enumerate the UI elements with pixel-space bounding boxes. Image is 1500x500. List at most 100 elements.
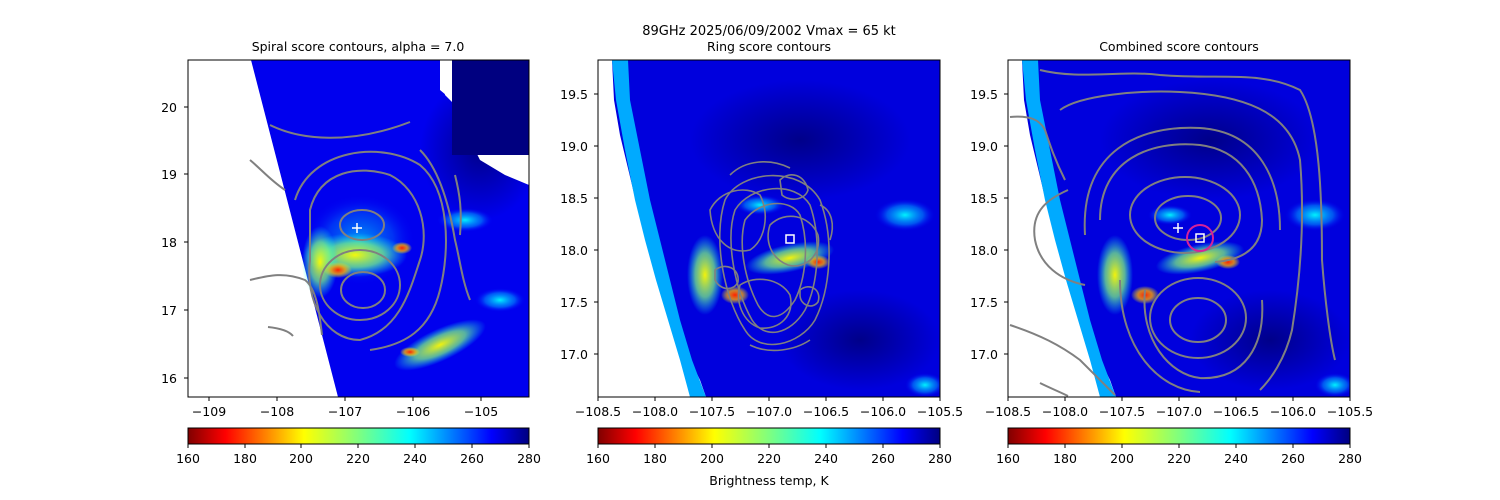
x-tick-label: −106.0 bbox=[1270, 404, 1316, 419]
x-tick-label: −108.0 bbox=[1042, 404, 1088, 419]
x-tick-label: −107 bbox=[328, 404, 362, 419]
spiral-center-plus bbox=[352, 223, 362, 233]
cyan-band bbox=[1285, 199, 1345, 231]
colorbar-gradient bbox=[187, 427, 530, 445]
x-tick-label: −105 bbox=[464, 404, 498, 419]
ring-heatmap bbox=[598, 60, 940, 397]
x-tick-label: −106.5 bbox=[803, 404, 849, 419]
x-tick-label: −106.0 bbox=[860, 404, 906, 419]
colorbar: 160 180 200 220 240 260 280 Brightness t… bbox=[586, 427, 952, 488]
x-tick-label: −109 bbox=[192, 404, 226, 419]
y-tick-label: 19.0 bbox=[970, 139, 998, 154]
x-tick-label: −108 bbox=[260, 404, 294, 419]
y-tick-label: 17.5 bbox=[970, 295, 998, 310]
panel-title: Combined score contours bbox=[1099, 39, 1259, 54]
colorbar-tick-label: 240 bbox=[1224, 451, 1248, 466]
colorbar-tick-label: 200 bbox=[700, 451, 724, 466]
colorbar-tick-label: 180 bbox=[233, 451, 257, 466]
cold-core bbox=[400, 347, 420, 357]
colorbar: 160 180 200 220 240 260 280 bbox=[176, 427, 541, 466]
colorbar-tick-label: 260 bbox=[871, 451, 895, 466]
cyan-band bbox=[905, 373, 940, 397]
x-tick-label: −107.5 bbox=[1099, 404, 1145, 419]
cyan-band bbox=[1315, 373, 1350, 397]
y-tick-label: 17.5 bbox=[560, 295, 588, 310]
cyan-band bbox=[475, 288, 525, 312]
y-tick-label: 19.0 bbox=[560, 139, 588, 154]
colorbar-gradient bbox=[597, 427, 941, 445]
cold-band bbox=[1097, 235, 1133, 315]
colorbar-tick-label: 240 bbox=[814, 451, 838, 466]
figure-suptitle: 89GHz 2025/06/09/2002 Vmax = 65 kt bbox=[642, 24, 896, 39]
y-axis-ticks: 17.0 17.5 18.0 18.5 19.0 19.5 bbox=[970, 87, 1008, 362]
colorbar-tick-label: 260 bbox=[460, 451, 484, 466]
dark-band bbox=[452, 60, 529, 155]
cold-core bbox=[324, 262, 352, 278]
x-tick-label: −108.0 bbox=[632, 404, 678, 419]
x-axis-ticks: −109 −108 −107 −106 −105 bbox=[192, 397, 498, 419]
y-tick-label: 19.5 bbox=[560, 87, 588, 102]
spiral-center-plus bbox=[1173, 223, 1183, 233]
panel-title: Spiral score contours, alpha = 7.0 bbox=[252, 39, 465, 54]
spiral-heatmap bbox=[188, 60, 529, 397]
x-tick-label: −106 bbox=[396, 404, 430, 419]
y-tick-label: 16 bbox=[161, 371, 177, 386]
y-tick-label: 18.5 bbox=[970, 191, 998, 206]
cold-core bbox=[392, 242, 412, 254]
y-tick-label: 18 bbox=[161, 235, 177, 250]
combined-heatmap bbox=[1008, 60, 1350, 397]
colorbar-tick-label: 160 bbox=[586, 451, 610, 466]
cyan-band bbox=[875, 199, 935, 231]
panel-title: Ring score contours bbox=[707, 39, 831, 54]
colorbar-tick-label: 220 bbox=[757, 451, 781, 466]
x-tick-label: −107.0 bbox=[746, 404, 792, 419]
dark-band bbox=[690, 80, 910, 200]
score-contours bbox=[709, 161, 834, 352]
score-contours bbox=[249, 121, 471, 351]
colorbar-tick-label: 180 bbox=[643, 451, 667, 466]
dark-band bbox=[1100, 80, 1320, 200]
colorbar-tick-label: 200 bbox=[289, 451, 313, 466]
colorbar-label: Brightness temp, K bbox=[709, 473, 829, 488]
cold-band bbox=[687, 235, 723, 315]
combined-panel: Combined score contours bbox=[970, 39, 1373, 466]
x-tick-label: −107.5 bbox=[689, 404, 735, 419]
missing-data-patch bbox=[440, 60, 452, 100]
x-tick-label: −105.5 bbox=[917, 404, 963, 419]
y-tick-label: 20 bbox=[161, 100, 177, 115]
colorbar-tick-label: 180 bbox=[1053, 451, 1077, 466]
x-tick-label: −108.5 bbox=[575, 404, 621, 419]
ring-center-square bbox=[785, 234, 795, 244]
spiral-panel: Spiral score contours, alpha = 7.0 bbox=[161, 39, 541, 466]
colorbar-tick-label: 260 bbox=[1281, 451, 1305, 466]
x-axis-ticks: −108.5 −108.0 −107.5 −107.0 −106.5 −106.… bbox=[985, 397, 1373, 419]
x-tick-label: −106.5 bbox=[1213, 404, 1259, 419]
colorbar: 160 180 200 220 240 260 280 bbox=[996, 427, 1362, 466]
cyan-band bbox=[437, 208, 493, 232]
y-axis-ticks: 17.0 17.5 18.0 18.5 19.0 19.5 bbox=[560, 87, 598, 362]
colorbar-tick-label: 220 bbox=[346, 451, 370, 466]
y-tick-label: 17.0 bbox=[970, 347, 998, 362]
x-tick-label: −107.0 bbox=[1156, 404, 1202, 419]
combined-center-circle bbox=[1186, 224, 1214, 252]
colorbar-tick-label: 220 bbox=[1167, 451, 1191, 466]
cyan-band bbox=[1148, 205, 1192, 225]
cold-band bbox=[394, 319, 486, 371]
swath-edge-band bbox=[612, 60, 706, 397]
colorbar-gradient bbox=[1007, 427, 1351, 445]
swath-edge-band bbox=[1022, 60, 1116, 397]
y-axis-ticks: 16 17 18 19 20 bbox=[161, 100, 188, 386]
y-tick-label: 19 bbox=[161, 167, 177, 182]
colorbar-tick-label: 160 bbox=[176, 451, 200, 466]
score-contours bbox=[1009, 69, 1336, 397]
dark-band bbox=[780, 290, 940, 390]
x-axis-ticks: −108.5 −108.0 −107.5 −107.0 −106.5 −106.… bbox=[575, 397, 963, 419]
y-tick-label: 18.5 bbox=[560, 191, 588, 206]
x-tick-label: −108.5 bbox=[985, 404, 1031, 419]
y-tick-label: 18.0 bbox=[560, 243, 588, 258]
ring-center-square bbox=[1195, 233, 1205, 243]
cold-band bbox=[745, 241, 835, 275]
plot-frame bbox=[187, 59, 530, 398]
colorbar-tick-label: 280 bbox=[928, 451, 952, 466]
colorbar-tick-label: 240 bbox=[403, 451, 427, 466]
